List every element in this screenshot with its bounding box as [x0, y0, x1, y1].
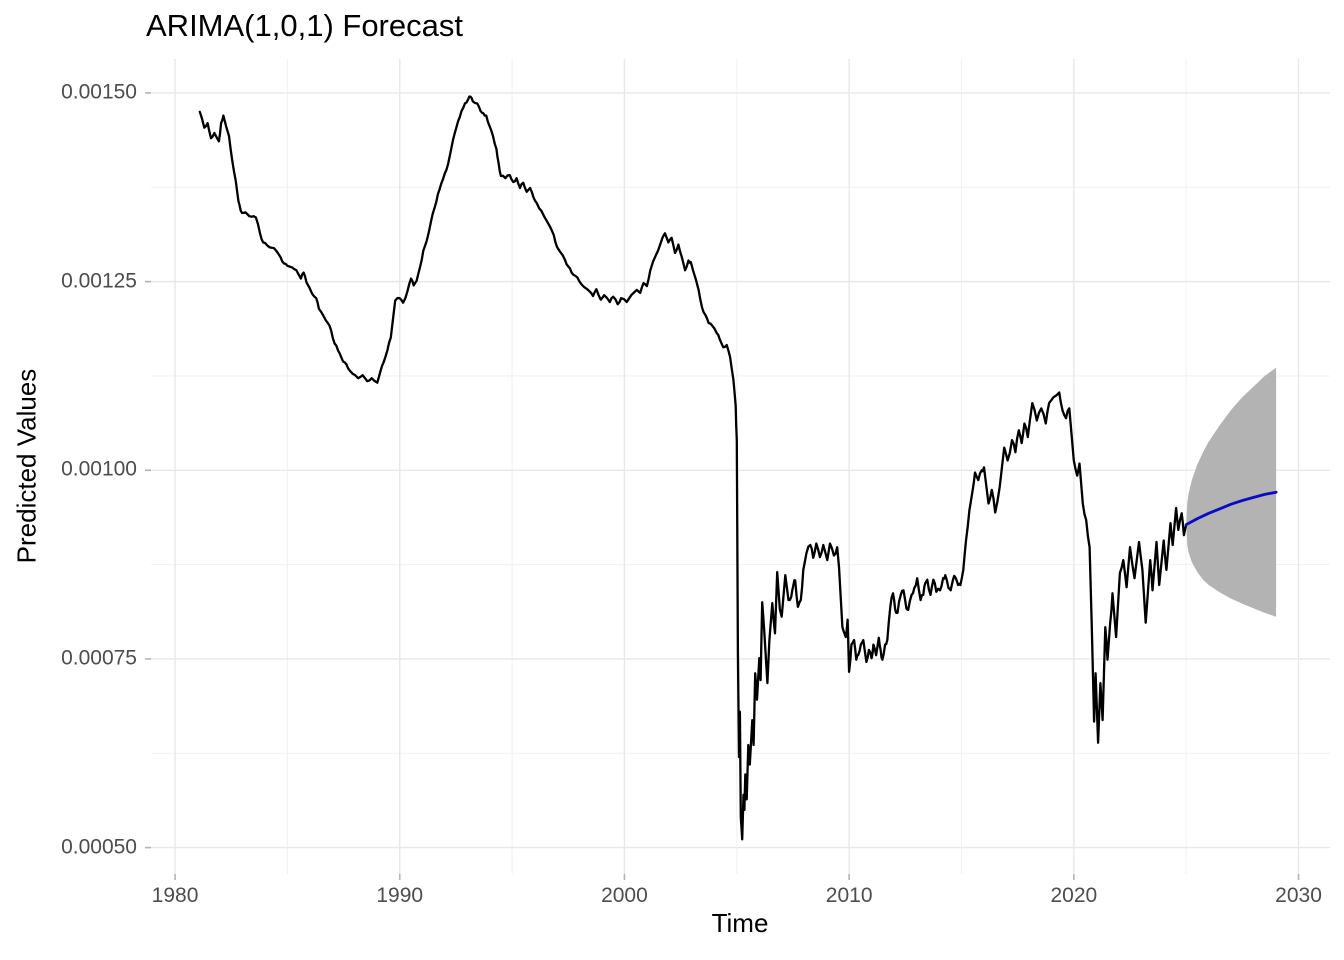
- y-tick-label: 0.00150: [61, 80, 137, 104]
- forecast-line: [1184, 490, 1278, 526]
- observed-series-line: [198, 95, 1188, 841]
- y-tick-label: 0.00075: [61, 646, 137, 670]
- chart-title: ARIMA(1,0,1) Forecast: [146, 8, 463, 43]
- x-tick-label: 2000: [601, 884, 648, 907]
- confidence-ribbon: [1186, 367, 1277, 617]
- x-tick-label: 1990: [376, 884, 424, 907]
- axis-tick-marks: [145, 92, 1300, 880]
- y-tick-label: 0.00125: [61, 269, 137, 293]
- y-tick-label: 0.00050: [61, 835, 137, 859]
- x-tick-label: 2020: [1050, 884, 1098, 907]
- x-axis-title: Time: [711, 908, 769, 938]
- y-tick-label: 0.00100: [61, 457, 137, 481]
- x-tick-label: 2030: [1275, 884, 1322, 907]
- x-tick-label: 1980: [151, 884, 199, 907]
- x-tick-label: 2010: [825, 884, 873, 907]
